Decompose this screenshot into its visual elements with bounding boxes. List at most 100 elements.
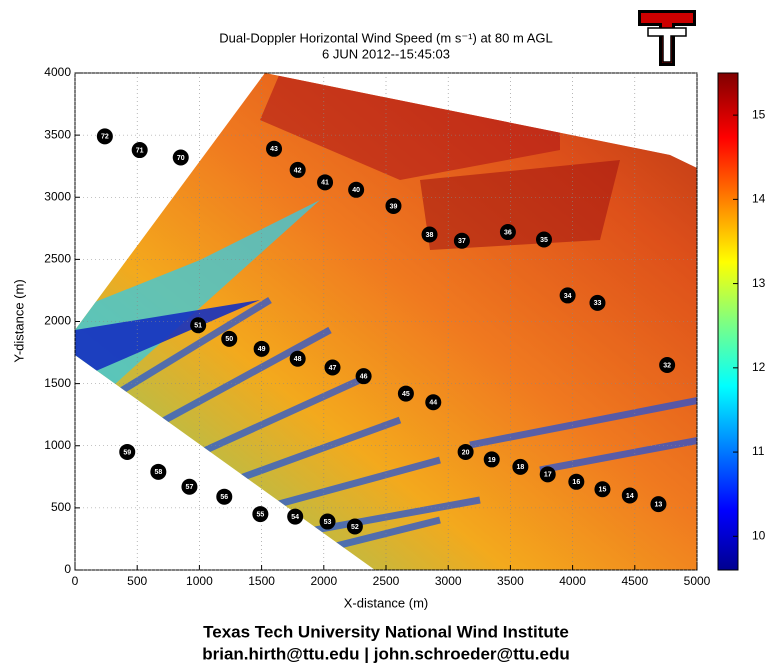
turbine-marker	[266, 140, 283, 157]
turbine-marker	[287, 508, 304, 525]
turbine-label: 47	[329, 365, 337, 372]
turbine-label: 14	[626, 493, 634, 500]
turbine-label: 54	[291, 514, 299, 521]
turbine-label: 19	[488, 457, 496, 464]
turbine-label: 34	[564, 293, 572, 300]
y-tick-label: 500	[51, 500, 71, 514]
y-tick-label: 4000	[44, 65, 71, 79]
y-tick-label: 2000	[44, 314, 71, 328]
x-tick-label: 5000	[684, 574, 711, 588]
turbine-label: 32	[663, 362, 671, 369]
turbine-marker	[96, 128, 113, 145]
turbine-marker	[216, 488, 233, 505]
y-tick-label: 2500	[44, 252, 71, 266]
turbine-label: 59	[123, 449, 131, 456]
turbine-label: 46	[360, 374, 368, 381]
x-tick-label: 1500	[248, 574, 275, 588]
turbine-marker	[659, 356, 676, 373]
turbine-marker	[535, 231, 552, 248]
colorbar	[717, 72, 739, 571]
y-tick-label: 1000	[44, 438, 71, 452]
turbine-label: 15	[599, 487, 607, 494]
turbine-label: 44	[429, 400, 437, 407]
turbine-label: 37	[458, 238, 466, 245]
turbine-marker	[425, 394, 442, 411]
turbine-marker	[453, 232, 470, 249]
turbine-label: 39	[390, 203, 398, 210]
y-tick-label: 0	[64, 562, 71, 576]
turbine-marker	[346, 518, 363, 535]
x-tick-label: 0	[72, 574, 79, 588]
turbine-label: 49	[258, 346, 266, 353]
turbine-label: 45	[402, 391, 410, 398]
y-tick-label: 3000	[44, 189, 71, 203]
turbine-marker	[319, 513, 336, 530]
x-tick-label: 4000	[559, 574, 586, 588]
x-tick-label: 2500	[373, 574, 400, 588]
turbine-marker	[355, 368, 372, 385]
turbine-label: 18	[516, 464, 524, 471]
turbine-label: 57	[186, 484, 194, 491]
turbine-marker	[289, 161, 306, 178]
turbine-label: 50	[225, 336, 233, 343]
turbine-label: 56	[220, 494, 228, 501]
x-tick-label: 1000	[186, 574, 213, 588]
turbine-label: 20	[462, 449, 470, 456]
chart-subtitle: 6 JUN 2012--15:45:03	[322, 46, 450, 61]
footer-line: brian.hirth@ttu.edu | john.schroeder@ttu…	[202, 644, 570, 663]
y-axis-label: Y-distance (m)	[11, 279, 26, 362]
turbine-label: 52	[351, 524, 359, 531]
turbine-marker	[589, 294, 606, 311]
turbine-label: 36	[504, 229, 512, 236]
turbine-marker	[568, 473, 585, 490]
colorbar-tick-label: 13	[752, 276, 766, 290]
turbine-marker	[512, 458, 529, 475]
turbine-label: 38	[426, 232, 434, 239]
turbine-marker	[457, 443, 474, 460]
x-tick-label: 2000	[310, 574, 337, 588]
y-tick-label: 3500	[44, 127, 71, 141]
x-tick-label: 4500	[621, 574, 648, 588]
x-tick-label: 3500	[497, 574, 524, 588]
colorbar-tick-label: 15	[752, 107, 766, 121]
turbine-label: 72	[101, 134, 109, 141]
chart-title: Dual-Doppler Horizontal Wind Speed (m s⁻…	[219, 30, 552, 45]
colorbar-tick-label: 12	[752, 360, 766, 374]
turbine-marker	[150, 463, 167, 480]
turbine-marker	[650, 496, 667, 513]
turbine-marker	[621, 487, 638, 504]
turbine-label: 71	[136, 147, 144, 154]
turbine-marker	[289, 350, 306, 367]
x-tick-label: 500	[127, 574, 147, 588]
logo	[636, 8, 698, 68]
turbine-label: 70	[177, 155, 185, 162]
turbine-label: 16	[572, 479, 580, 486]
x-axis-label: X-distance (m)	[344, 595, 429, 610]
turbine-label: 55	[256, 511, 264, 518]
turbine-label: 13	[655, 501, 663, 508]
turbine-label: 33	[594, 300, 602, 307]
turbine-marker	[539, 466, 556, 483]
turbine-marker	[483, 451, 500, 468]
turbine-label: 51	[194, 323, 202, 330]
turbine-label: 42	[294, 167, 302, 174]
turbine-marker	[348, 181, 365, 198]
turbine-marker	[181, 478, 198, 495]
turbine-marker	[499, 224, 516, 241]
turbine-marker	[559, 287, 576, 304]
turbine-marker	[252, 506, 269, 523]
turbine-label: 41	[321, 180, 329, 187]
turbine-marker	[119, 443, 136, 460]
colorbar-tick-label: 14	[752, 192, 766, 206]
turbine-label: 17	[544, 472, 552, 479]
turbine-marker	[385, 197, 402, 214]
turbine-label: 35	[540, 237, 548, 244]
colorbar-tick-label: 10	[752, 528, 766, 542]
turbine-label: 40	[352, 187, 360, 194]
colorbar-tick-label: 11	[752, 444, 765, 458]
turbine-marker	[131, 142, 148, 159]
turbine-label: 58	[154, 469, 162, 476]
footer-line: Texas Tech University National Wind Inst…	[203, 622, 569, 641]
turbine-marker	[221, 330, 238, 347]
